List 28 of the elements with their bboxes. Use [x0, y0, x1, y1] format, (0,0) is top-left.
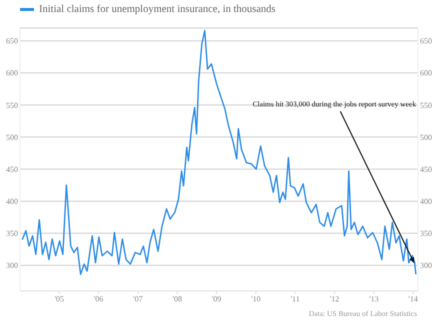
line-series [22, 30, 417, 276]
y-tick-label: 650 [6, 36, 18, 46]
y2-tick-label: 400 [420, 197, 432, 206]
y2-tick-label: 650 [420, 36, 432, 46]
y-tick-label: 300 [6, 261, 18, 270]
x-tick-label: '13 [369, 294, 379, 304]
y-tick-label: 400 [6, 197, 18, 206]
x-tick-label: '07 [133, 294, 143, 304]
y2-tick-label: 550 [420, 100, 432, 110]
y-tick-label: 600 [6, 68, 18, 78]
x-tick-label: '08 [172, 294, 182, 304]
y2-tick-label: 450 [420, 164, 432, 174]
y-tick-label: 500 [6, 132, 18, 142]
x-tick-label: '10 [251, 294, 261, 304]
x-tick-label: '09 [212, 294, 222, 304]
x-tick-label: '11 [290, 294, 300, 304]
x-tick-label: '12 [330, 294, 340, 304]
y-tick-label: 550 [6, 100, 18, 110]
legend-label: Initial claims for unemployment insurance, in thousands [39, 4, 276, 15]
y2-tick-label: 600 [420, 68, 432, 78]
y2-tick-label: 500 [420, 132, 432, 142]
y-tick-label: 450 [6, 164, 18, 174]
y2-tick-label: 300 [420, 261, 432, 270]
x-tick-label: '05 [54, 294, 64, 304]
y2-tick-label: 350 [420, 229, 432, 238]
x-tick-label: '06 [94, 294, 104, 304]
x-tick-label: '14 [408, 294, 418, 304]
y-tick-label: 350 [6, 229, 18, 238]
